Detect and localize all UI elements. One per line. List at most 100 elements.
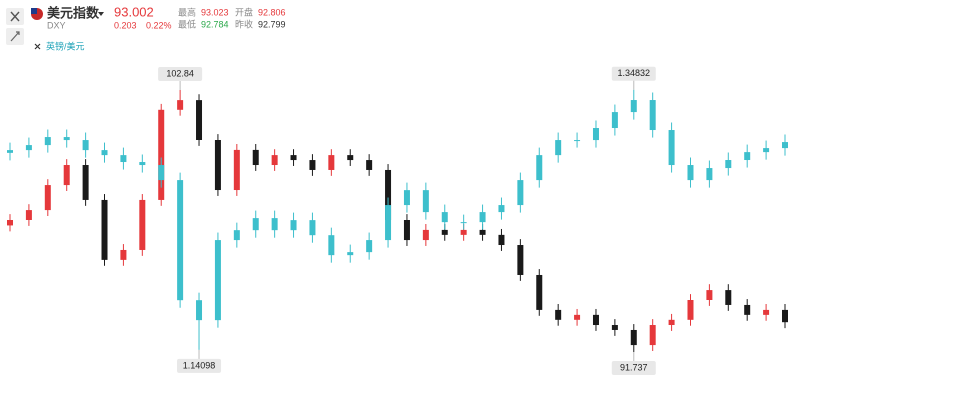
- candle-body: [536, 155, 543, 181]
- candle-body: [290, 155, 297, 161]
- candle-body: [366, 240, 373, 253]
- candle-body: [611, 112, 618, 129]
- change: 0.203: [114, 20, 137, 30]
- candle-body: [630, 100, 637, 113]
- candle-body: [63, 137, 70, 141]
- candle-body: [7, 220, 13, 226]
- candle-body: [441, 212, 448, 223]
- candle-body: [422, 190, 429, 213]
- candle-body: [403, 190, 410, 206]
- candle-body: [158, 165, 165, 181]
- candle-body: [120, 249, 127, 260]
- candle-body: [422, 229, 429, 241]
- candle-body: [385, 205, 392, 241]
- legend-remove[interactable]: [34, 43, 41, 50]
- candle-body: [177, 100, 184, 110]
- annotation-box: [158, 66, 203, 81]
- candle-body: [328, 155, 335, 170]
- candle-body: [347, 155, 354, 161]
- candle-body: [555, 309, 562, 320]
- candle-body: [7, 150, 13, 153]
- stat-label: 最低: [178, 18, 196, 29]
- candle-body: [555, 140, 562, 156]
- candle-body: [233, 149, 240, 191]
- change-pct: 0.22%: [146, 20, 172, 30]
- annotation-label: 1.14098: [183, 360, 216, 370]
- candle-body: [139, 162, 146, 166]
- candle-body: [498, 234, 505, 246]
- candle-body: [763, 309, 770, 315]
- candle-body: [744, 304, 751, 315]
- candle-body: [82, 140, 89, 151]
- candle-body: [252, 218, 259, 231]
- candle-body: [214, 140, 221, 191]
- candle-body: [574, 314, 581, 320]
- candle-body: [441, 229, 448, 235]
- candle-body: [177, 180, 184, 301]
- annotation-label: 102.84: [166, 68, 194, 78]
- candle-body: [744, 152, 751, 161]
- candle-body: [592, 128, 599, 141]
- candle-body: [44, 185, 51, 211]
- candle-body: [309, 220, 316, 236]
- candle-body: [309, 160, 316, 170]
- price: 93.002: [114, 4, 154, 19]
- dropdown-icon[interactable]: [98, 12, 104, 16]
- candle-body: [498, 205, 505, 213]
- flag-canton: [31, 8, 37, 14]
- candle-body: [517, 180, 524, 206]
- candle-body: [725, 290, 732, 305]
- candle-body: [290, 220, 297, 231]
- settings-icon: [10, 31, 20, 42]
- candle-body: [460, 229, 467, 235]
- candle-body: [233, 230, 240, 241]
- annotation-box: [611, 66, 656, 81]
- candle-body: [782, 309, 788, 323]
- candle-body: [403, 220, 410, 241]
- stat-label: 开盘: [235, 6, 253, 17]
- candle-body: [687, 165, 694, 181]
- annotation-label: 1.34832: [618, 68, 651, 78]
- candle-body: [139, 199, 146, 250]
- stat-value: 92.806: [258, 7, 286, 17]
- candle-body: [592, 314, 599, 326]
- candle-body: [252, 149, 259, 166]
- candle-body: [517, 245, 524, 275]
- candle-body: [196, 100, 203, 140]
- candle-body: [630, 329, 637, 346]
- candle-body: [328, 235, 335, 256]
- candle-body: [725, 160, 732, 169]
- candle-body: [611, 325, 618, 330]
- candle-body: [44, 137, 51, 146]
- candle-body: [82, 165, 89, 200]
- candle-body: [479, 212, 486, 223]
- candle-body: [668, 319, 675, 326]
- annotation-label: 91.737: [620, 362, 648, 372]
- candle-body: [479, 229, 486, 235]
- candle-body: [536, 274, 543, 310]
- candle-body: [120, 155, 127, 163]
- candle-body: [271, 155, 278, 166]
- legend-entry[interactable]: 英镑/美元: [46, 40, 85, 51]
- stat-value: 93.023: [201, 7, 229, 17]
- candle-body: [649, 100, 656, 131]
- candle-body: [25, 145, 32, 151]
- candle-body: [706, 290, 713, 300]
- candle-body: [63, 165, 70, 186]
- stat-label: 最高: [178, 6, 196, 17]
- candle-body: [196, 300, 203, 321]
- candle-body: [460, 222, 467, 224]
- candle-body: [158, 109, 165, 200]
- candle-body: [668, 130, 675, 166]
- candle-body: [385, 169, 392, 220]
- candle-body: [101, 199, 108, 260]
- candle-body: [763, 148, 770, 153]
- candle-body: [706, 168, 713, 181]
- close-icon: [10, 11, 20, 22]
- candle-body: [574, 140, 581, 142]
- stat-value: 92.799: [258, 19, 286, 29]
- candle-body: [25, 210, 32, 220]
- candle-body: [782, 142, 788, 149]
- candle-body: [347, 252, 354, 256]
